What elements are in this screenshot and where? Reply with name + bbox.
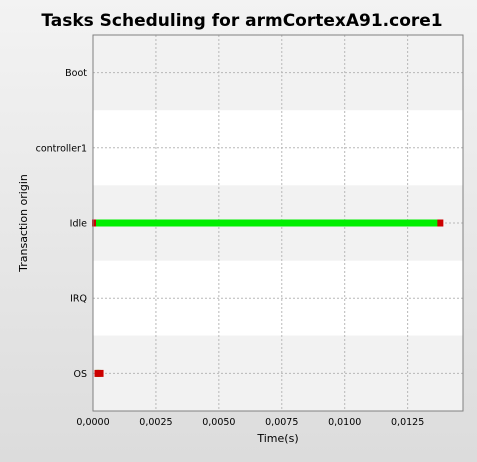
x-tick-label: 0,0000 [76, 417, 109, 428]
y-tick-label: Boot [65, 68, 87, 79]
x-tick-label: 0,0125 [391, 417, 424, 428]
x-tick-labels: 0,0000 0,0025 0,0050 0,0075 0,0100 0,0125 [76, 417, 424, 428]
x-tick-label: 0,0100 [328, 417, 361, 428]
y-tick-label: IRQ [70, 294, 87, 305]
x-tick-label: 0,0025 [139, 417, 172, 428]
interval-end-marker [437, 219, 444, 227]
y-axis-label: Transaction origin [17, 174, 30, 273]
interval-bars [92, 219, 444, 377]
y-tick-label: OS [73, 369, 87, 380]
plot-border [92, 34, 464, 412]
y-tick-labels: Boot controller1 Idle IRQ OS [36, 68, 88, 380]
interval-end-marker [97, 369, 104, 377]
x-axis-label: Time(s) [256, 432, 298, 445]
x-tick-label: 0,0075 [265, 417, 298, 428]
interval-start-marker [92, 219, 96, 227]
interval-bar [93, 219, 441, 227]
interval-start-marker [94, 369, 99, 377]
x-tick-label: 0,0050 [202, 417, 235, 428]
y-tick-label: controller1 [36, 143, 87, 154]
chart-title: Tasks Scheduling for armCortexA91.core1 [41, 11, 442, 31]
y-tick-label: Idle [70, 219, 87, 230]
